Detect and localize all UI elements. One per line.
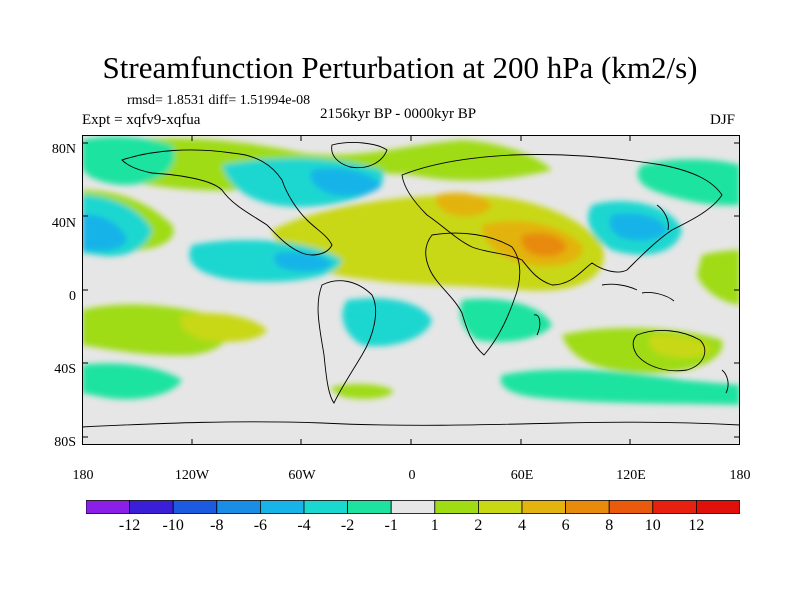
field-yellow-pacific-s <box>180 313 267 342</box>
field-lightblue-namerica <box>310 168 382 197</box>
field-green-subtropic <box>272 194 604 291</box>
stats-text: rmsd= 1.8531 diff= 1.51994e-08 <box>127 93 311 108</box>
coast-nz <box>721 369 729 394</box>
field-teal-southern <box>82 363 182 400</box>
field-green-south-atlantic-small <box>331 383 394 399</box>
colorbar-swatch <box>129 500 174 514</box>
lon-label-180e: 180 <box>729 468 751 483</box>
field-teal-south-indian <box>500 369 740 405</box>
lon-label-120e: 120E <box>616 468 646 483</box>
colorbar-swatch <box>477 500 523 514</box>
coast-australia <box>632 330 706 372</box>
colorbar-swatch <box>172 500 218 514</box>
colorbar-label: -6 <box>253 517 268 534</box>
colorbar-swatch <box>303 500 348 514</box>
lat-label-0: 0 <box>69 289 76 304</box>
colorbar-swatch <box>347 500 392 514</box>
period-label: 2156kyr BP - 0000kyr BP <box>320 106 477 122</box>
colorbar-swatch <box>434 500 479 514</box>
field-orange-europe <box>435 192 492 217</box>
colorbar-label: -8 <box>210 517 224 534</box>
colorbar-swatch <box>652 500 697 514</box>
colorbar-swatch <box>216 500 261 514</box>
field-blue-npacific <box>82 214 127 252</box>
colorbar-label: 1 <box>430 517 439 534</box>
lat-label-80s: 80S <box>54 435 76 450</box>
plot-title: Streamfunction Perturbation at 200 hPa (… <box>102 50 698 85</box>
coast-japan <box>656 204 669 231</box>
coast-north-america <box>121 149 333 256</box>
colorbar-swatch <box>259 500 305 514</box>
season-label: DJF <box>710 112 736 128</box>
coast-greenland <box>331 142 388 169</box>
colorbar-swatch <box>608 500 654 514</box>
colorbar-label: -10 <box>162 517 184 534</box>
lat-label-40n: 40N <box>51 216 76 231</box>
field-blue-japan <box>609 213 667 241</box>
field-lightblue-caribbean <box>274 252 332 272</box>
lon-label-0: 0 <box>408 468 416 483</box>
colorbar-label: 6 <box>561 517 570 534</box>
lat-label-80n: 80N <box>51 142 76 157</box>
lon-label-60w: 60W <box>288 468 316 483</box>
contour-fields <box>82 136 740 405</box>
colorbar-swatch <box>696 500 740 514</box>
coast-madagascar <box>533 314 541 336</box>
colorbar-label: -12 <box>118 517 141 534</box>
coast-south-america <box>317 280 377 404</box>
colorbar-swatch <box>86 500 130 514</box>
colorbar-label: -4 <box>297 517 311 534</box>
colorbar-label: 12 <box>688 517 705 534</box>
colorbar-label: -1 <box>384 517 398 534</box>
colorbar-label: -2 <box>340 517 355 534</box>
axis-ticks <box>82 135 740 445</box>
lon-label-180w: 180 <box>72 468 94 483</box>
colorbar-label: 8 <box>605 517 614 534</box>
coast-indonesia <box>601 283 675 302</box>
colorbar-swatch <box>390 500 436 514</box>
colorbar-swatch <box>521 500 566 514</box>
field-dark-orange-india <box>521 233 567 257</box>
lon-label-60e: 60E <box>510 468 534 483</box>
field-teal-north-pacific-east <box>637 159 740 206</box>
coast-eurasia <box>401 154 723 286</box>
colorbar <box>86 500 740 514</box>
field-green-east-pacific <box>697 250 740 305</box>
lon-label-120w: 120W <box>174 468 210 483</box>
field-yellow-australia <box>648 334 712 358</box>
map-panel <box>82 135 740 445</box>
coast-africa <box>425 232 521 356</box>
colorbar-label: 10 <box>644 517 661 534</box>
lat-label-40s: 40S <box>54 362 76 377</box>
field-cyan-south-atlantic <box>342 298 432 347</box>
coast-antarctica <box>82 421 740 428</box>
coastlines <box>82 142 740 428</box>
colorbar-swatch <box>565 500 610 514</box>
colorbar-label: 4 <box>518 517 526 534</box>
experiment-label: Expt = xqfv9-xqfua <box>82 112 201 128</box>
colorbar-label: 2 <box>474 517 483 534</box>
